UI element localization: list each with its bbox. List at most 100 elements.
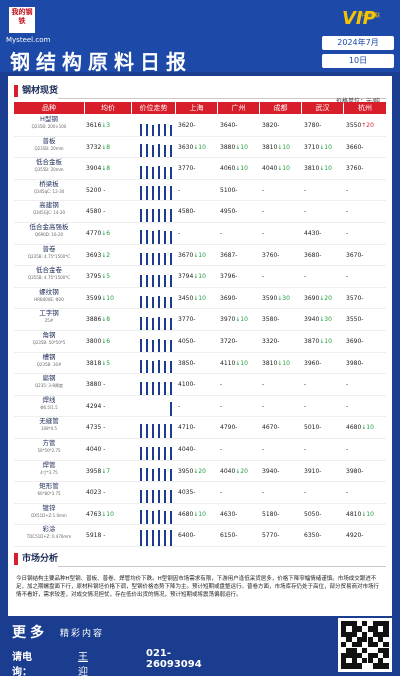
- city-price-value: 4710: [178, 424, 194, 432]
- city-price-value: 3794: [178, 273, 194, 281]
- trend-bar: [170, 230, 172, 244]
- city-price-value: 3680: [304, 251, 320, 259]
- trend-bar: [164, 166, 166, 179]
- qr-module: [351, 642, 357, 648]
- price-trend-sparkline: [136, 137, 174, 159]
- average-price-value: 4023: [86, 489, 102, 497]
- product-spec: Q235B: 4.75*1500*C: [27, 253, 71, 259]
- city-price: 4060↓10: [220, 158, 248, 180]
- city-price: -: [262, 180, 264, 202]
- average-price-value: 4735: [86, 424, 102, 432]
- city-price-value: 3880: [220, 143, 236, 151]
- city-price-value: 3820: [262, 122, 278, 129]
- city-price: 4920-: [346, 525, 363, 547]
- price-row: 普卷 Q235B: 4.75*1500*C 3693↓2 3670↓10 3687- 37…: [14, 245, 386, 267]
- city-price-value: -: [262, 186, 265, 194]
- trend-bar: [164, 145, 166, 158]
- city-price-change: ↓10: [193, 294, 206, 302]
- price-trend-sparkline: [136, 417, 174, 439]
- trend-bar: [146, 165, 148, 179]
- city-price-value: 3980: [346, 359, 362, 367]
- average-price-value: 5918: [86, 532, 102, 540]
- section-marker: [14, 85, 18, 97]
- product-cell: 矩形管 60*80*3.75: [14, 482, 84, 499]
- product-spec: Q690D: 16-20: [34, 232, 64, 237]
- city-price-change: ↓10: [277, 165, 290, 173]
- price-trend-sparkline: [136, 201, 174, 223]
- qr-module: [356, 636, 363, 643]
- qr-module: [378, 621, 384, 627]
- trend-bar: [158, 229, 160, 244]
- qr-module: [351, 647, 357, 653]
- city-price-change: -: [361, 294, 364, 302]
- qr-module: [351, 631, 357, 637]
- qr-module: [356, 642, 363, 648]
- price-row: 镀锌 DX51D+Z:1.0mm 4763↓10 4680↓10 4630- 5180- 5…: [14, 504, 386, 526]
- trend-bar: [170, 297, 172, 309]
- city-price-change: -: [277, 467, 280, 475]
- city-price-change: ↓10: [361, 510, 374, 518]
- analysis-text: 今日钢结构主要品种H型钢、普板、普卷、焊管均价下跌。H型钢因市场需求有限，下游用…: [16, 576, 380, 598]
- trend-bar: [170, 469, 172, 482]
- product-cell: 普卷 Q235B: 4.75*1500*C: [14, 245, 84, 262]
- price-trend-sparkline: [136, 504, 174, 526]
- contact-phone[interactable]: 021-26093094: [146, 648, 202, 670]
- trend-bar: [146, 274, 148, 287]
- product-spec: Φ6.5/1.5: [40, 404, 58, 410]
- average-price-change: -: [101, 424, 106, 432]
- trend-bar: [164, 511, 166, 525]
- qr-module: [341, 652, 347, 659]
- contact-name-link[interactable]: 王迎旭: [78, 652, 88, 676]
- average-price-value: 4580: [86, 208, 102, 216]
- city-price-value: -: [304, 489, 307, 497]
- qr-module: [372, 631, 379, 637]
- city-price: 3810↓10: [262, 137, 290, 159]
- average-price-change: ↓2: [101, 251, 111, 259]
- city-price: 3710↓10: [304, 137, 332, 159]
- average-price-change: -: [101, 186, 106, 194]
- average-price-change: ↓5: [101, 359, 111, 367]
- trend-bar: [158, 186, 160, 201]
- qr-module: [367, 642, 373, 648]
- price-row: 焊线 Φ6.5/1.5 4294 ------: [14, 396, 386, 418]
- city-price-value: 5010: [304, 424, 320, 432]
- average-price-change: ↓10: [101, 294, 114, 302]
- more-content-row: 更多 精彩内容: [8, 620, 328, 642]
- qr-module: [346, 647, 352, 653]
- city-price: -: [304, 201, 306, 223]
- more-label: 更多: [12, 625, 48, 641]
- product-spec: Q355B: 4.75*1500*C: [27, 275, 71, 281]
- product-cell: 扁钢 Q235: 3-8厚度: [14, 374, 84, 391]
- trend-bar: [170, 253, 172, 266]
- city-price: 5050-: [304, 504, 321, 526]
- trend-bar: [152, 361, 154, 374]
- trend-bar: [152, 166, 154, 179]
- city-price: 3580-: [262, 309, 279, 331]
- average-price: 3904↓8: [86, 158, 130, 180]
- average-price: 4763↓10: [86, 504, 130, 526]
- product-cell: H型钢 Q235B: 200×100: [14, 115, 84, 132]
- city-price: -: [346, 396, 348, 418]
- qr-module: [383, 626, 389, 632]
- city-price: 3590↓30: [262, 288, 290, 310]
- city-price-change: -: [319, 251, 322, 259]
- qr-code[interactable]: [338, 618, 392, 672]
- more-sub-label: 精彩内容: [60, 629, 105, 639]
- average-price-change: ↓5: [101, 273, 111, 281]
- city-price-value: 3720: [220, 338, 236, 345]
- city-price-change: -: [235, 338, 238, 345]
- city-price-value: 3940: [262, 467, 278, 475]
- product-spec: 108*4.5: [41, 426, 57, 432]
- average-price-value: 3732: [86, 143, 102, 151]
- price-trend-sparkline: [136, 245, 174, 267]
- average-price-change: ↓6: [101, 338, 111, 345]
- city-price-change: -: [277, 316, 280, 324]
- product-spec: 50*50*2.75: [37, 448, 61, 453]
- trend-bar: [146, 510, 148, 525]
- average-price-value: 4040: [86, 446, 102, 453]
- city-price: -: [220, 439, 222, 461]
- qr-module: [383, 663, 389, 669]
- average-price: 4040 -: [86, 439, 130, 461]
- trend-bar: [158, 274, 160, 287]
